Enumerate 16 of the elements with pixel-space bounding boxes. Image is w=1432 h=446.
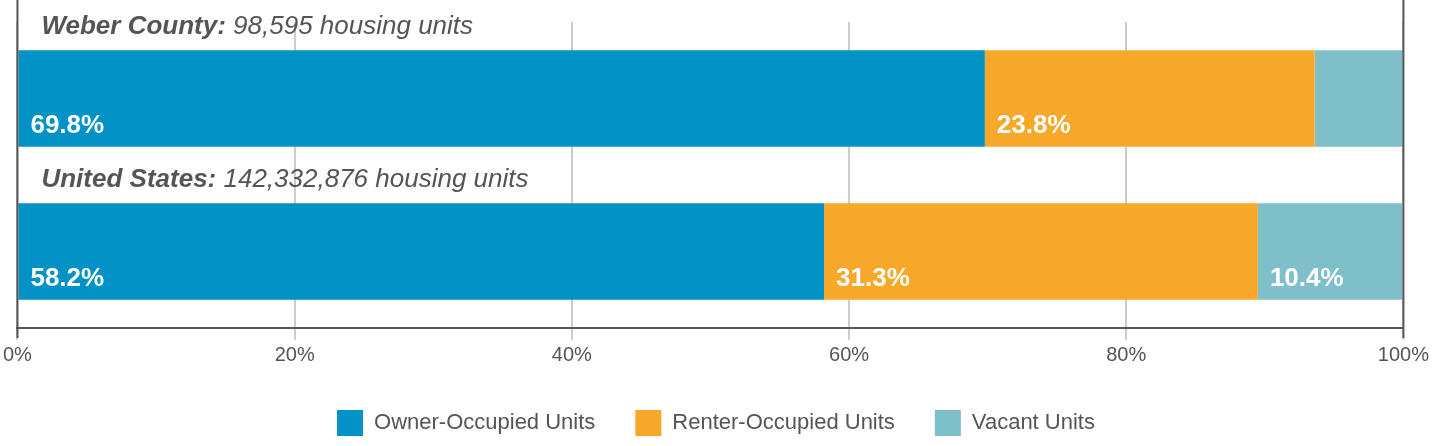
data-label: 10.4% (1269, 261, 1344, 292)
data-label: 23.8% (996, 108, 1071, 139)
x-tick-label: 20% (274, 342, 315, 365)
data-label: 58.2% (30, 261, 105, 292)
data-label: 31.3% (836, 261, 910, 292)
legend-label: Renter-Occupied Units (672, 409, 895, 435)
legend-label: Vacant Units (971, 409, 1095, 435)
x-tick-label: 0% (3, 342, 33, 365)
x-tick-label: 40% (551, 342, 593, 365)
y-tick-label: United States: 142,332,876 housing units (41, 163, 529, 194)
x-tick-label: 80% (1106, 342, 1147, 365)
y-tick-label: Weber County: 98,595 housing units (41, 10, 474, 41)
data-label: 69.8% (30, 108, 105, 139)
x-tick-label: 100% (1377, 342, 1430, 365)
x-tick-label: 60% (829, 342, 870, 365)
legend-label: Owner-Occupied Units (374, 409, 596, 435)
